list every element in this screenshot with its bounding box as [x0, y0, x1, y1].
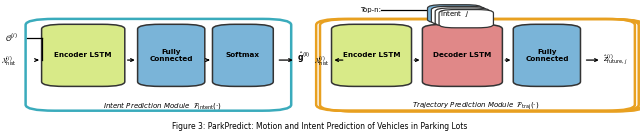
Text: Encoder LSTM: Encoder LSTM: [343, 52, 400, 58]
FancyBboxPatch shape: [428, 5, 482, 23]
Text: $\mathcal{X}^{(i)}_{\mathrm{hist}}$: $\mathcal{X}^{(i)}_{\mathrm{hist}}$: [1, 54, 17, 69]
Text: Figure 3: ParkPredict: Motion and Intent Prediction of Vehicles in Parking Lots: Figure 3: ParkPredict: Motion and Intent…: [172, 122, 468, 131]
FancyBboxPatch shape: [320, 19, 639, 111]
FancyBboxPatch shape: [323, 19, 640, 111]
FancyBboxPatch shape: [439, 10, 493, 28]
FancyBboxPatch shape: [42, 24, 125, 86]
FancyBboxPatch shape: [326, 20, 640, 111]
FancyBboxPatch shape: [138, 24, 205, 86]
Text: Fully
Connected: Fully Connected: [525, 49, 568, 62]
Text: Trajectory Prediction Module  $\mathcal{F}_{\mathrm{traj}}(\cdot)$: Trajectory Prediction Module $\mathcal{F…: [412, 99, 539, 112]
Text: Decoder LSTM: Decoder LSTM: [433, 52, 492, 58]
FancyBboxPatch shape: [513, 24, 580, 86]
FancyBboxPatch shape: [422, 24, 502, 86]
Text: $\mathcal{O}^{(i)}$: $\mathcal{O}^{(i)}$: [5, 32, 18, 44]
FancyBboxPatch shape: [435, 8, 490, 26]
Text: Encoder LSTM: Encoder LSTM: [54, 52, 112, 58]
Text: $\mathcal{X}^{(i)}_{\mathrm{hist}}$: $\mathcal{X}^{(i)}_{\mathrm{hist}}$: [314, 54, 330, 69]
FancyBboxPatch shape: [431, 6, 486, 25]
FancyBboxPatch shape: [332, 24, 412, 86]
Text: Fully
Connected: Fully Connected: [150, 49, 193, 62]
Text: $\hat{\mathbf{g}}^{(\mathbf{i})}$: $\hat{\mathbf{g}}^{(\mathbf{i})}$: [297, 51, 310, 65]
Text: Top-n:: Top-n:: [360, 7, 381, 13]
Text: Intent  $j$: Intent $j$: [440, 9, 469, 19]
Text: Softmax: Softmax: [226, 52, 260, 58]
Text: $\hat{z}^{(i)}_{\mathrm{future},j}$: $\hat{z}^{(i)}_{\mathrm{future},j}$: [603, 52, 627, 68]
FancyBboxPatch shape: [212, 24, 273, 86]
Text: Intent Prediction Module  $\mathcal{F}_{\mathrm{intent}}(\cdot)$: Intent Prediction Module $\mathcal{F}_{\…: [102, 100, 221, 111]
